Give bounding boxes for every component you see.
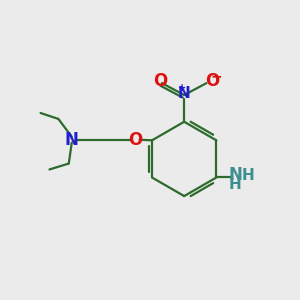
Text: −: − — [211, 70, 222, 84]
Text: N: N — [65, 131, 79, 149]
Text: H: H — [242, 168, 255, 183]
Text: O: O — [153, 72, 167, 90]
Text: O: O — [128, 131, 143, 149]
Text: H: H — [229, 177, 242, 192]
Text: N: N — [228, 166, 242, 184]
Text: O: O — [205, 72, 219, 90]
Text: N: N — [178, 86, 190, 101]
Text: +: + — [178, 83, 186, 94]
